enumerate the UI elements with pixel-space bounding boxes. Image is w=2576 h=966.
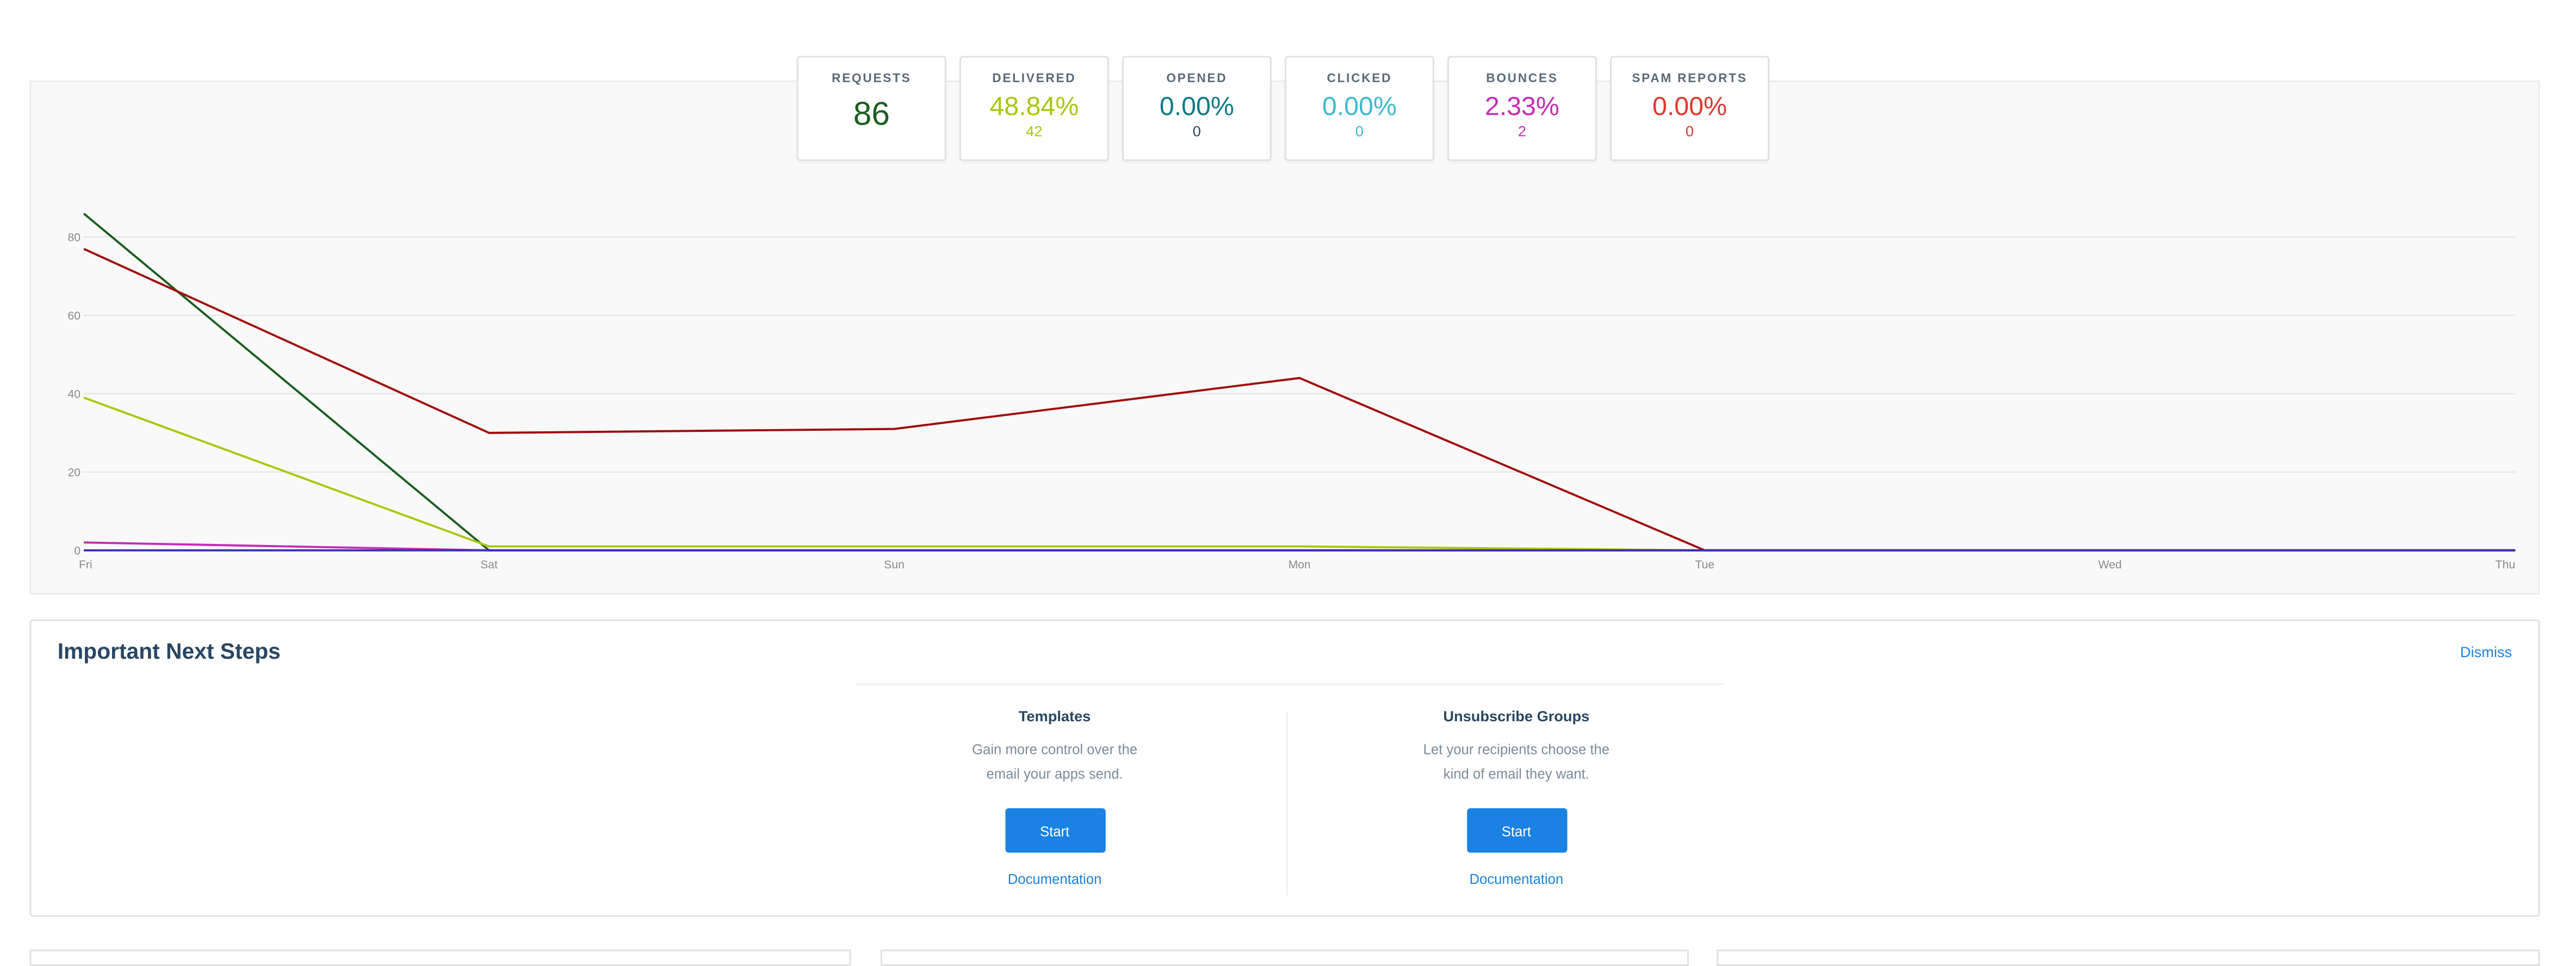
- stat-card-spam-reports[interactable]: SPAM REPORTS 0.00% 0: [1609, 55, 1769, 161]
- y-tick-label: 40: [67, 388, 81, 400]
- y-tick-label: 0: [74, 544, 81, 557]
- stat-card-requests[interactable]: REQUESTS 86: [796, 55, 946, 161]
- x-tick-label: Wed: [2098, 559, 2122, 571]
- stats-summary: REQUESTS 86 DELIVERED 48.84% 42 OPENED 0…: [796, 55, 1769, 161]
- series-line-0: [83, 213, 2516, 552]
- stat-card-clicked[interactable]: CLICKED 0.00% 0: [1284, 55, 1434, 161]
- unsubscribe-groups-start-button[interactable]: Start: [1466, 808, 1566, 853]
- stat-count: 0: [1192, 123, 1201, 140]
- stat-count: 0: [1355, 123, 1364, 140]
- stat-label: CLICKED: [1327, 70, 1392, 86]
- stat-count: 42: [1026, 123, 1043, 140]
- important-next-steps-panel: Important Next Steps Dismiss Templates G…: [29, 619, 2540, 917]
- stat-label: REQUESTS: [832, 70, 912, 86]
- stat-label: OPENED: [1166, 70, 1228, 86]
- dismiss-link[interactable]: Dismiss: [2460, 643, 2512, 661]
- stats-chart-panel: [29, 80, 2540, 595]
- series-line-1: [83, 397, 2516, 552]
- stat-card-delivered[interactable]: DELIVERED 48.84% 42: [959, 55, 1109, 161]
- bottom-card-middle: [880, 949, 1689, 966]
- panel-title: Important Next Steps: [57, 639, 281, 664]
- x-tick-label: Sun: [884, 559, 905, 571]
- bottom-card-left: [29, 949, 851, 966]
- stat-value: 0.00%: [1652, 94, 1727, 122]
- stat-value: 86: [853, 97, 890, 133]
- stat-label: DELIVERED: [992, 70, 1076, 86]
- bottom-card-right: [1717, 949, 2540, 966]
- stat-value: 48.84%: [989, 94, 1079, 122]
- stat-value: 0.00%: [1159, 94, 1234, 122]
- series-line-2: [83, 247, 2516, 552]
- unsubscribe-groups-documentation-link[interactable]: Documentation: [1469, 870, 1564, 888]
- y-tick-label: 80: [67, 231, 81, 244]
- stat-card-bounces[interactable]: BOUNCES 2.33% 2: [1447, 55, 1597, 161]
- step-description: Gain more control over the email your ap…: [972, 741, 1138, 782]
- stat-count: 2: [1518, 123, 1526, 140]
- templates-documentation-link[interactable]: Documentation: [1007, 870, 1102, 888]
- x-tick-label: Tue: [1695, 559, 1714, 571]
- stat-label: SPAM REPORTS: [1632, 70, 1748, 86]
- y-tick-label: 60: [67, 309, 81, 322]
- x-tick-label: Thu: [2496, 559, 2515, 571]
- y-tick-label: 20: [67, 466, 81, 479]
- step-description: Let your recipients choose the kind of e…: [1423, 741, 1610, 782]
- step-separator: [1286, 711, 1288, 896]
- stat-card-opened[interactable]: OPENED 0.00% 0: [1122, 55, 1272, 161]
- stat-count: 0: [1685, 123, 1694, 140]
- x-tick-label: Mon: [1289, 559, 1311, 571]
- stat-label: BOUNCES: [1486, 70, 1558, 86]
- step-title: Templates: [1018, 708, 1091, 725]
- x-tick-label: Sat: [480, 559, 498, 571]
- stat-value: 0.00%: [1322, 94, 1397, 122]
- divider: [856, 683, 1724, 685]
- templates-start-button[interactable]: Start: [1004, 808, 1105, 853]
- x-tick-label: Fri: [79, 559, 92, 571]
- stat-value: 2.33%: [1484, 94, 1559, 122]
- step-title: Unsubscribe Groups: [1443, 708, 1590, 725]
- step-templates: Templates Gain more control over the ema…: [841, 708, 1268, 887]
- step-unsubscribe-groups: Unsubscribe Groups Let your recipients c…: [1303, 708, 1730, 887]
